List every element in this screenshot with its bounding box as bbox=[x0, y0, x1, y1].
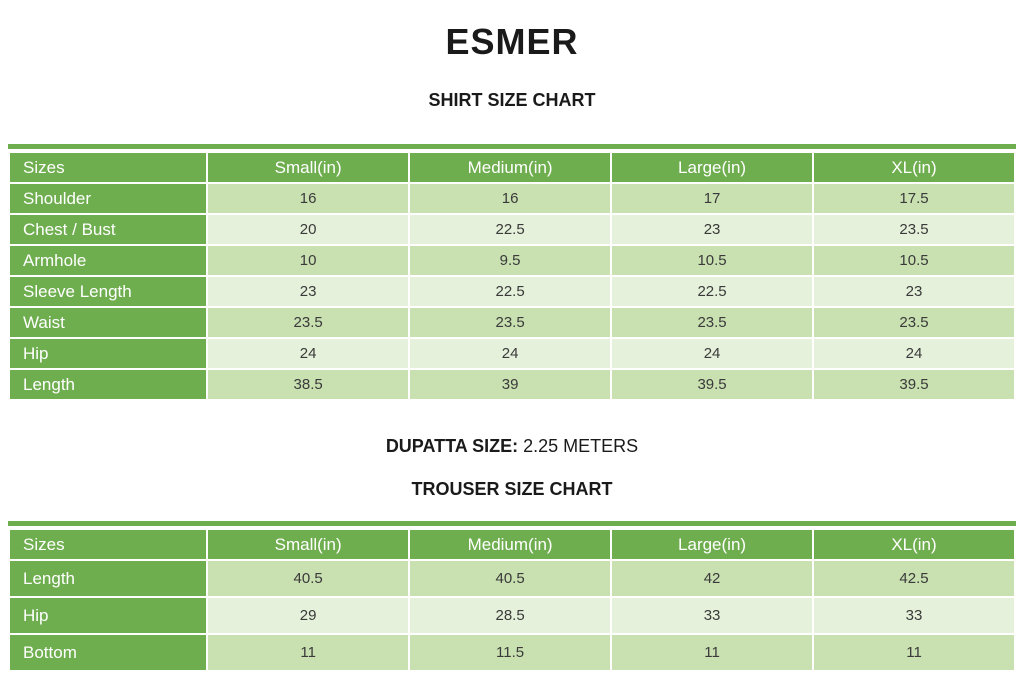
size-value-cell: 17.5 bbox=[812, 182, 1016, 215]
table-row: Hip 24 24 24 24 bbox=[7, 337, 1016, 370]
table-row: Hip 29 28.5 33 33 bbox=[7, 596, 1016, 635]
size-value-cell: 24 bbox=[408, 337, 613, 370]
table-row: Waist 23.5 23.5 23.5 23.5 bbox=[7, 306, 1016, 339]
size-value-cell: 42.5 bbox=[812, 559, 1016, 598]
size-value-cell: 28.5 bbox=[408, 596, 613, 635]
size-value-cell: 10 bbox=[206, 244, 411, 277]
brand-title: ESMER bbox=[445, 21, 579, 62]
size-value-cell: 22.5 bbox=[408, 213, 613, 246]
column-header: XL(in) bbox=[812, 528, 1016, 561]
column-header-sizes: Sizes bbox=[7, 528, 209, 561]
column-header-sizes: Sizes bbox=[7, 151, 209, 184]
size-value-cell: 11 bbox=[206, 633, 411, 672]
row-label: Sleeve Length bbox=[7, 275, 209, 308]
column-header: Small(in) bbox=[206, 528, 411, 561]
size-value-cell: 38.5 bbox=[206, 368, 411, 401]
table-top-border bbox=[8, 521, 1016, 526]
table-row: Length 40.5 40.5 42 42.5 bbox=[7, 559, 1016, 598]
table-row: Armhole 10 9.5 10.5 10.5 bbox=[7, 244, 1016, 277]
size-value-cell: 10.5 bbox=[610, 244, 815, 277]
table-row: Shoulder 16 16 17 17.5 bbox=[7, 182, 1016, 215]
size-value-cell: 11 bbox=[610, 633, 815, 672]
trouser-size-table: Sizes Small(in) Medium(in) Large(in) XL(in) L… bbox=[7, 528, 1016, 672]
size-value-cell: 33 bbox=[812, 596, 1016, 635]
size-value-cell: 24 bbox=[206, 337, 411, 370]
size-value-cell: 23.5 bbox=[812, 213, 1016, 246]
size-value-cell: 23.5 bbox=[408, 306, 613, 339]
row-label: Hip bbox=[7, 596, 209, 635]
row-label: Length bbox=[7, 559, 209, 598]
dupatta-size-label: DUPATTA SIZE: bbox=[385, 436, 519, 456]
size-value-cell: 20 bbox=[206, 213, 411, 246]
size-value-cell: 10.5 bbox=[812, 244, 1016, 277]
size-value-cell: 11 bbox=[812, 633, 1016, 672]
column-header: Large(in) bbox=[610, 528, 815, 561]
row-label: Waist bbox=[7, 306, 209, 339]
shirt-size-table: Sizes Small(in) Medium(in) Large(in) XL(in) S… bbox=[7, 151, 1016, 401]
column-header: XL(in) bbox=[812, 151, 1016, 184]
row-label: Length bbox=[7, 368, 209, 401]
column-header: Medium(in) bbox=[408, 151, 613, 184]
size-value-cell: 22.5 bbox=[610, 275, 815, 308]
size-value-cell: 22.5 bbox=[408, 275, 613, 308]
column-header: Small(in) bbox=[206, 151, 411, 184]
size-value-cell: 39.5 bbox=[812, 368, 1016, 401]
row-label: Armhole bbox=[7, 244, 209, 277]
table-row: Sleeve Length 23 22.5 22.5 23 bbox=[7, 275, 1016, 308]
trouser-chart-title: TROUSER SIZE CHART bbox=[411, 479, 613, 499]
shirt-size-chart: Sizes Small(in) Medium(in) Large(in) XL(in) S… bbox=[7, 144, 1016, 401]
trouser-size-chart: Sizes Small(in) Medium(in) Large(in) XL(in) L… bbox=[7, 521, 1016, 672]
size-value-cell: 17 bbox=[610, 182, 815, 215]
size-value-cell: 24 bbox=[812, 337, 1016, 370]
row-label: Chest / Bust bbox=[7, 213, 209, 246]
table-row: Length 38.5 39 39.5 39.5 bbox=[7, 368, 1016, 401]
table-row: Chest / Bust 20 22.5 23 23.5 bbox=[7, 213, 1016, 246]
dupatta-size-line: DUPATTA SIZE: 2.25 METERS bbox=[0, 436, 1024, 457]
size-value-cell: 16 bbox=[408, 182, 613, 215]
size-value-cell: 11.5 bbox=[408, 633, 613, 672]
row-label: Shoulder bbox=[7, 182, 209, 215]
size-value-cell: 33 bbox=[610, 596, 815, 635]
row-label: Hip bbox=[7, 337, 209, 370]
size-value-cell: 29 bbox=[206, 596, 411, 635]
size-value-cell: 23 bbox=[812, 275, 1016, 308]
size-value-cell: 16 bbox=[206, 182, 411, 215]
size-value-cell: 23.5 bbox=[610, 306, 815, 339]
table-row: Bottom 11 11.5 11 11 bbox=[7, 633, 1016, 672]
size-value-cell: 23 bbox=[610, 213, 815, 246]
header-row: Sizes Small(in) Medium(in) Large(in) XL(in) bbox=[7, 528, 1016, 561]
size-value-cell: 40.5 bbox=[206, 559, 411, 598]
column-header: Medium(in) bbox=[408, 528, 613, 561]
column-header: Large(in) bbox=[610, 151, 815, 184]
dupatta-size-value: 2.25 METERS bbox=[518, 436, 639, 456]
header-row: Sizes Small(in) Medium(in) Large(in) XL(in) bbox=[7, 151, 1016, 184]
shirt-chart-title: SHIRT SIZE CHART bbox=[428, 90, 596, 110]
size-value-cell: 39 bbox=[408, 368, 613, 401]
size-value-cell: 23.5 bbox=[206, 306, 411, 339]
row-label: Bottom bbox=[7, 633, 209, 672]
size-value-cell: 24 bbox=[610, 337, 815, 370]
size-value-cell: 39.5 bbox=[610, 368, 815, 401]
table-top-border bbox=[8, 144, 1016, 149]
size-value-cell: 42 bbox=[610, 559, 815, 598]
size-value-cell: 23.5 bbox=[812, 306, 1016, 339]
size-value-cell: 23 bbox=[206, 275, 411, 308]
size-value-cell: 40.5 bbox=[408, 559, 613, 598]
size-value-cell: 9.5 bbox=[408, 244, 613, 277]
